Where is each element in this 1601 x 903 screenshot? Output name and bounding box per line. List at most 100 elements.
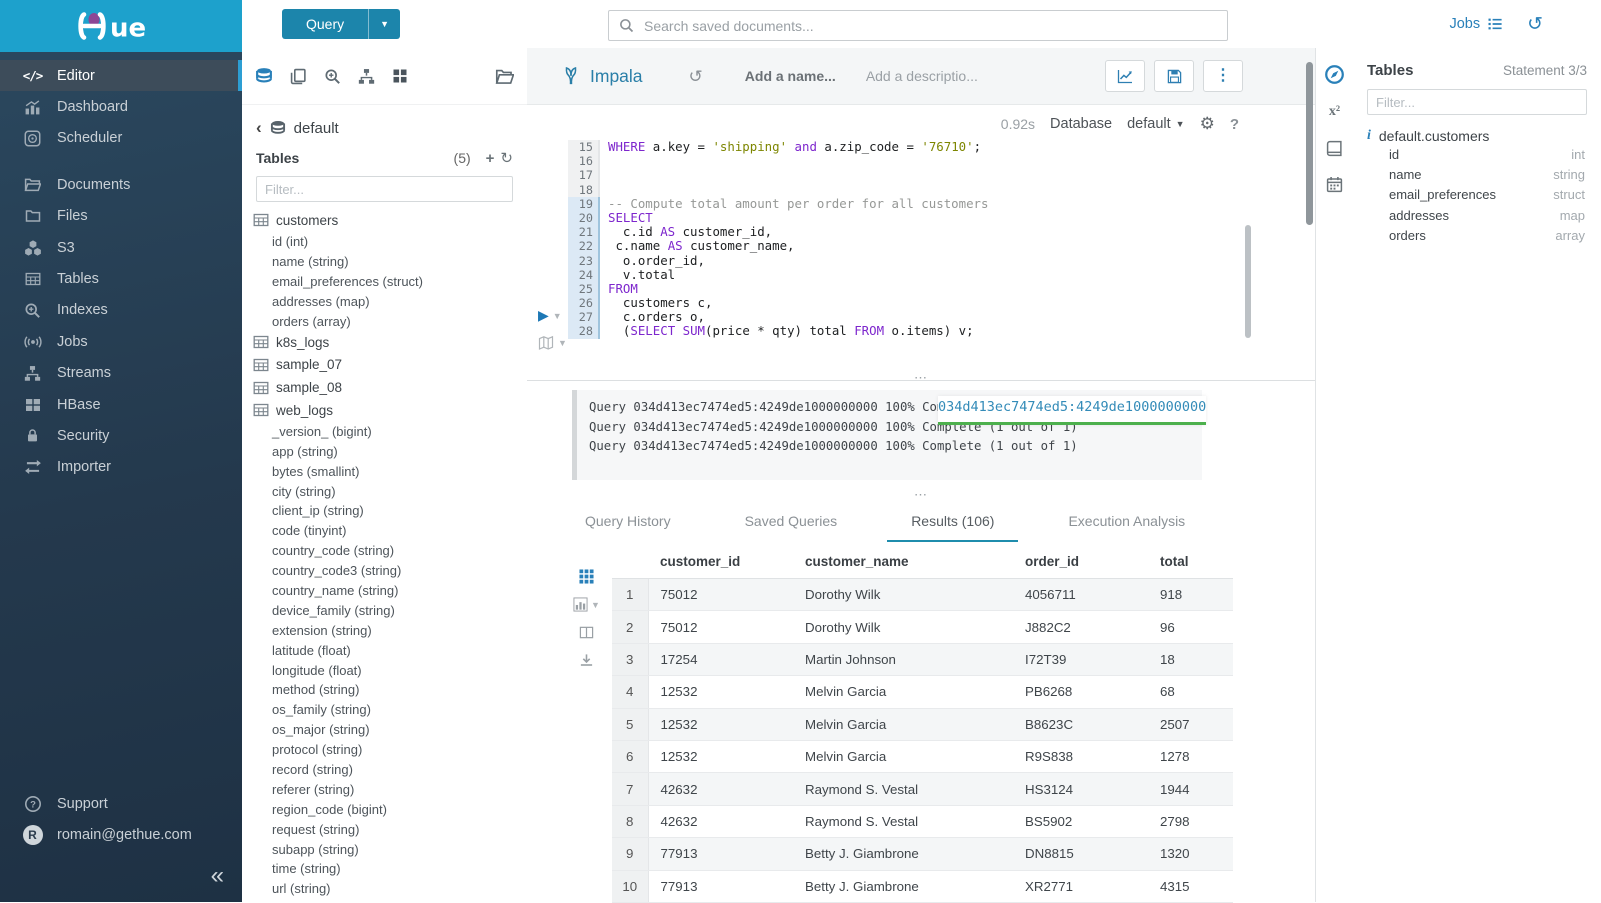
column-item[interactable]: client_ip (string)	[272, 503, 364, 519]
column-item[interactable]: code (tinyint)	[272, 523, 347, 539]
table-row[interactable]: 3 17254 Martin Johnson I72T39 18	[612, 643, 1233, 677]
play-options-caret-icon[interactable]: ▼	[552, 310, 562, 321]
sidebar-item-indexes[interactable]: Indexes	[0, 295, 242, 326]
add-table-icon[interactable]: +	[485, 149, 495, 167]
column-item[interactable]: os_family (string)	[272, 702, 371, 718]
sql-editor[interactable]: 15 WHERE a.key = 'shipping' and a.zip_cod…	[568, 139, 1255, 339]
language-reference-icon[interactable]	[1316, 140, 1353, 157]
help-icon[interactable]: ?	[1229, 115, 1239, 133]
query-name-field[interactable]: Add a name...	[744, 68, 836, 84]
schema-column-id[interactable]: id int	[1367, 144, 1587, 164]
chart-button[interactable]	[1105, 60, 1145, 92]
column-item[interactable]: url (string)	[272, 881, 331, 897]
column-item[interactable]: addresses (map)	[272, 293, 370, 309]
sidebar-item-dashboard[interactable]: Dashboard	[0, 91, 242, 122]
sidebar-item-hbase[interactable]: HBase	[0, 389, 242, 420]
column-item[interactable]: app (string)	[272, 443, 338, 459]
documents-source-icon[interactable]	[290, 68, 307, 85]
column-item[interactable]: city (string)	[272, 483, 336, 499]
sidebar-collapse-button[interactable]: «	[210, 862, 224, 889]
table-item-web-logs[interactable]: web_logs	[242, 399, 527, 422]
functions-icon[interactable]: x²	[1328, 104, 1341, 119]
schema-column-name[interactable]: name string	[1367, 164, 1587, 184]
column-item[interactable]: country_name (string)	[272, 582, 399, 598]
table-row[interactable]: 9 77913 Betty J. Giambrone DN8815 1320	[612, 837, 1233, 871]
map-caret-icon[interactable]: ▼	[558, 338, 567, 348]
column-item[interactable]: country_code (string)	[272, 543, 395, 559]
code-line-23[interactable]: 23 o.order_id,	[568, 253, 1255, 268]
code-line-25[interactable]: 25 FROM	[568, 281, 1255, 297]
play-icon[interactable]: ▶	[538, 307, 549, 323]
jobs-link[interactable]: Jobs	[1449, 16, 1503, 32]
open-folder-icon[interactable]	[495, 67, 514, 86]
sidebar-item-s3[interactable]: S3	[0, 232, 242, 263]
streams-source-icon[interactable]	[358, 68, 375, 85]
sidebar-item-tables[interactable]: Tables	[0, 263, 242, 294]
column-item[interactable]: os_major (string)	[272, 722, 370, 738]
indexes-source-icon[interactable]	[324, 68, 341, 85]
column-item[interactable]: record (string)	[272, 762, 353, 777]
table-row[interactable]: 5 12532 Melvin Garcia B8623C 2507	[612, 708, 1233, 741]
table-row[interactable]: 10 77913 Betty J. Giambrone XR2771 4315	[612, 870, 1233, 903]
new-query-dropdown-button[interactable]: ▼	[368, 9, 401, 39]
assist-filter-input[interactable]	[256, 176, 513, 202]
sidebar-item-scheduler[interactable]: Scheduler	[0, 123, 242, 154]
column-item[interactable]: email_preferences (struct)	[272, 273, 423, 289]
code-line-18[interactable]: 18	[568, 182, 1255, 197]
schema-column-orders[interactable]: orders array	[1367, 226, 1587, 246]
column-item[interactable]: country_code3 (string)	[272, 563, 402, 579]
sidebar-item-editor[interactable]: </> Editor	[0, 60, 242, 92]
schedule-icon[interactable]	[1316, 176, 1353, 193]
column-item[interactable]: referer (string)	[272, 781, 355, 797]
assistant-compass-icon[interactable]	[1316, 64, 1353, 85]
code-line-22[interactable]: 22 c.name AS customer_name,	[568, 239, 1255, 254]
code-line-24[interactable]: 24 v.total	[568, 267, 1255, 282]
sidebar-item-streams[interactable]: Streams	[0, 358, 242, 389]
table-row[interactable]: 7 42632 Raymond S. Vestal HS3124 1944	[612, 772, 1233, 806]
table-item-k8s-logs[interactable]: k8s_logs	[242, 331, 527, 354]
results-column-header[interactable]: total	[1148, 545, 1233, 579]
apps-source-icon[interactable]	[392, 68, 408, 84]
column-item[interactable]: extension (string)	[272, 622, 372, 638]
chart-view-icon[interactable]	[573, 597, 588, 612]
column-item[interactable]: device_family (string)	[272, 602, 395, 618]
sidebar-item-documents[interactable]: Documents	[0, 169, 242, 200]
column-item[interactable]: latitude (float)	[272, 642, 351, 658]
column-item[interactable]: subapp (string)	[272, 841, 359, 857]
column-item[interactable]: _version_ (bigint)	[272, 423, 372, 439]
more-actions-button[interactable]: ⋮	[1203, 60, 1243, 92]
column-item[interactable]: longitude (float)	[272, 662, 362, 678]
table-row[interactable]: 1 75012 Dorothy Wilk 4056711 918	[612, 578, 1233, 612]
table-item-sample-07[interactable]: sample_07	[242, 354, 527, 377]
code-line-20[interactable]: 20 SELECT	[568, 210, 1255, 226]
code-line-19[interactable]: 19 -- Compute total amount per order for …	[568, 196, 1255, 211]
columns-view-icon[interactable]	[573, 625, 600, 640]
table-row[interactable]: 4 12532 Melvin Garcia PB6268 68	[612, 675, 1233, 709]
sidebar-item-importer[interactable]: Importer	[0, 452, 242, 483]
hue-logo[interactable]: ue	[0, 0, 242, 52]
code-line-28[interactable]: 28 (SELECT SUM(price * qty) total FROM o…	[568, 324, 1255, 339]
sidebar-item-jobs[interactable]: Jobs	[0, 326, 242, 357]
table-item-customers[interactable]: customers	[242, 209, 527, 232]
active-table-row[interactable]: i default.customers	[1367, 128, 1587, 144]
snippet-history-icon[interactable]: ↺	[688, 66, 703, 86]
code-line-21[interactable]: 21 c.id AS customer_id,	[568, 225, 1255, 240]
editor-scrollbar[interactable]	[1245, 225, 1251, 338]
refresh-icon[interactable]: ↻	[500, 150, 513, 167]
table-item-sample-08[interactable]: sample_08	[242, 376, 527, 399]
query-description-field[interactable]: Add a descriptio...	[865, 68, 978, 84]
table-row[interactable]: 2 75012 Dorothy Wilk J882C2 96	[612, 610, 1233, 644]
sidebar-item-files[interactable]: Files	[0, 201, 242, 232]
download-icon[interactable]	[573, 653, 600, 668]
code-line-16[interactable]: 16	[568, 154, 1255, 169]
map-icon[interactable]	[538, 335, 554, 351]
query-history-icon[interactable]: ↺	[1527, 13, 1543, 35]
table-row[interactable]: 8 42632 Raymond S. Vestal BS5902 2798	[612, 805, 1233, 839]
right-panel-filter-input[interactable]	[1367, 89, 1587, 115]
results-column-header[interactable]: order_id	[1013, 545, 1148, 579]
tab-execution-analysis[interactable]: Execution Analysis	[1068, 513, 1186, 529]
column-item[interactable]: protocol (string)	[272, 742, 363, 758]
back-chevron-icon[interactable]: ‹	[256, 118, 262, 137]
database-dropdown[interactable]: default ▼	[1127, 116, 1185, 132]
